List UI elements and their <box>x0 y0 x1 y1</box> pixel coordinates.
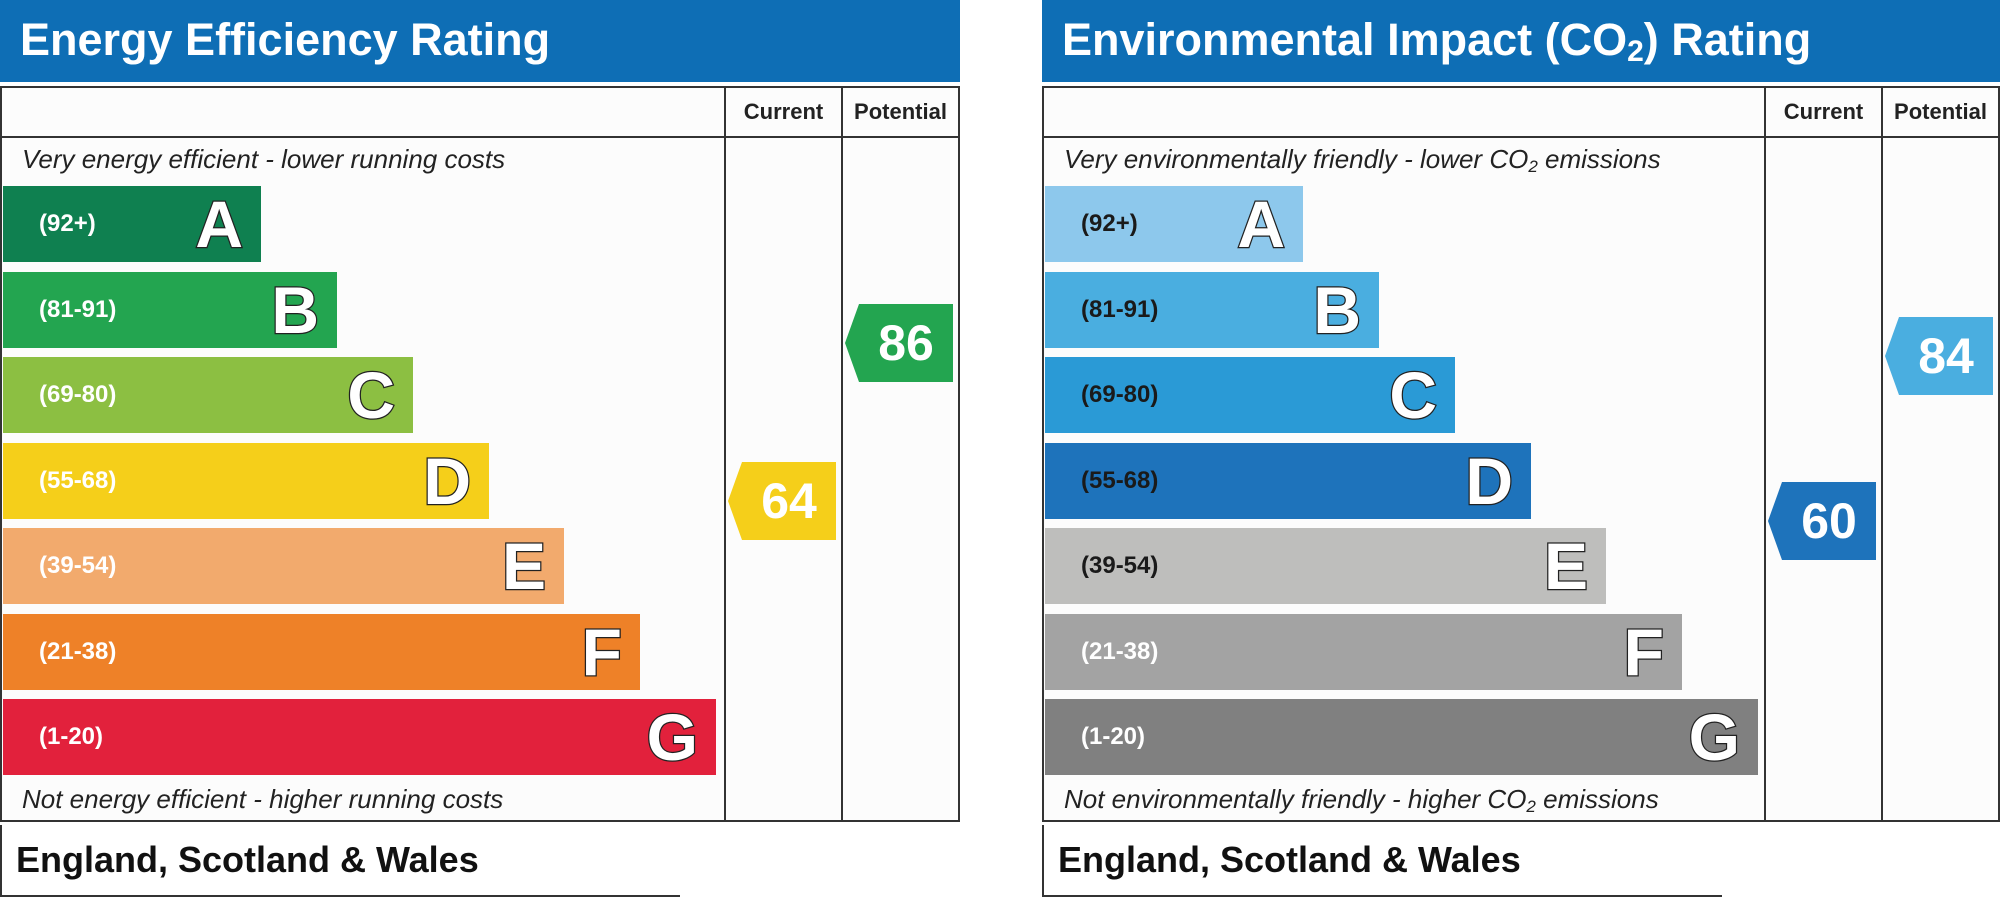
footer: England, Scotland & Wales <box>1042 825 1722 897</box>
band-e: (39-54) E <box>3 528 564 604</box>
footer: England, Scotland & Wales <box>0 825 680 897</box>
potential-rating-arrow: 86 <box>845 303 953 382</box>
band-range: (39-54) <box>1081 552 1159 579</box>
band-f: (21-38) F <box>1045 613 1682 690</box>
band-letter: F <box>1622 613 1665 690</box>
band-range: (39-54) <box>39 552 117 579</box>
band-range: (21-38) <box>39 637 117 665</box>
band-range: (81-91) <box>39 295 117 323</box>
divider-potential <box>1881 88 1883 820</box>
band-letter: C <box>346 357 396 434</box>
band-range: (21-38) <box>1081 637 1159 665</box>
band-c: (69-80) C <box>1045 357 1455 433</box>
band-range: (92+) <box>1081 210 1138 237</box>
top-caption: Very energy efficient - lower running co… <box>22 144 506 174</box>
potential-column-header: Potential <box>854 99 947 124</box>
band-letter: B <box>270 271 320 348</box>
current-column-header: Current <box>743 99 824 124</box>
header-line <box>1044 136 1998 138</box>
band-letter: G <box>1687 699 1741 776</box>
band-letter: A <box>194 186 244 263</box>
band-range: (55-68) <box>1081 466 1159 494</box>
bottom-caption: Not energy efficient - higher running co… <box>22 784 504 814</box>
band-letter: A <box>1236 186 1286 263</box>
arrow-shape <box>1768 482 1876 561</box>
band-a: (92+) A <box>3 186 261 262</box>
chart-title: Energy Efficiency Rating <box>20 14 551 65</box>
region-label: England, Scotland & Wales <box>1058 839 1521 880</box>
band-letter: E <box>1543 528 1590 605</box>
band-letter: B <box>1312 271 1362 348</box>
current-rating-value: 64 <box>761 472 817 529</box>
band-range: (69-80) <box>39 381 117 408</box>
title-bar: Energy Efficiency Rating <box>0 0 960 82</box>
current-rating-value: 60 <box>1801 493 1857 550</box>
band-range: (81-91) <box>1081 295 1159 323</box>
band-letter: E <box>501 528 548 605</box>
arrow-shape <box>728 461 836 540</box>
chart-title: Environmental Impact (CO2) Rating <box>1062 14 1812 68</box>
band-b: (81-91) B <box>1045 271 1379 348</box>
environmental-impact-panel: Environmental Impact (CO2) Rating Curren… <box>1042 0 2000 899</box>
band-g: (1-20) G <box>3 699 716 775</box>
band-d: (55-68) D <box>3 442 489 519</box>
title-bar: Environmental Impact (CO2) Rating <box>1042 0 2000 82</box>
band-a: (92+) A <box>1045 186 1303 262</box>
potential-column-header: Potential <box>1894 99 1987 124</box>
top-caption: Very environmentally friendly - lower CO… <box>1064 144 1661 176</box>
band-f: (21-38) F <box>3 613 640 690</box>
band-d: (55-68) D <box>1045 442 1531 519</box>
header-line <box>2 136 958 138</box>
rating-frame: Current Potential Very environmentally f… <box>1042 86 2000 822</box>
potential-rating-value: 84 <box>1918 327 1974 384</box>
band-letter: C <box>1388 357 1438 434</box>
current-rating-arrow: 64 <box>728 461 836 540</box>
current-rating-arrow: 60 <box>1768 482 1876 561</box>
band-letter: D <box>422 442 472 519</box>
potential-rating-arrow: 84 <box>1885 316 1993 395</box>
divider-potential <box>841 88 843 820</box>
region-label: England, Scotland & Wales <box>16 839 479 880</box>
band-e: (39-54) E <box>1045 528 1606 604</box>
band-range: (1-20) <box>1081 723 1146 750</box>
band-b: (81-91) B <box>3 271 337 348</box>
energy-efficiency-panel: Energy Efficiency Rating Current Potenti… <box>0 0 960 899</box>
band-letter: G <box>645 699 699 776</box>
band-range: (55-68) <box>39 466 117 494</box>
divider-current <box>724 88 726 820</box>
band-g: (1-20) G <box>1045 699 1758 775</box>
arrow-shape <box>1885 316 1993 395</box>
bottom-caption: Not environmentally friendly - higher CO… <box>1064 784 1659 816</box>
current-column-header: Current <box>1783 99 1864 124</box>
band-range: (92+) <box>39 210 96 237</box>
divider-current <box>1764 88 1766 820</box>
arrow-shape <box>845 303 953 382</box>
band-c: (69-80) C <box>3 357 413 433</box>
band-letter: D <box>1464 442 1514 519</box>
band-range: (1-20) <box>39 723 104 750</box>
potential-rating-value: 86 <box>878 314 934 371</box>
rating-frame: Current Potential Very energy efficient … <box>0 86 960 822</box>
band-letter: F <box>580 613 623 690</box>
band-range: (69-80) <box>1081 381 1159 408</box>
